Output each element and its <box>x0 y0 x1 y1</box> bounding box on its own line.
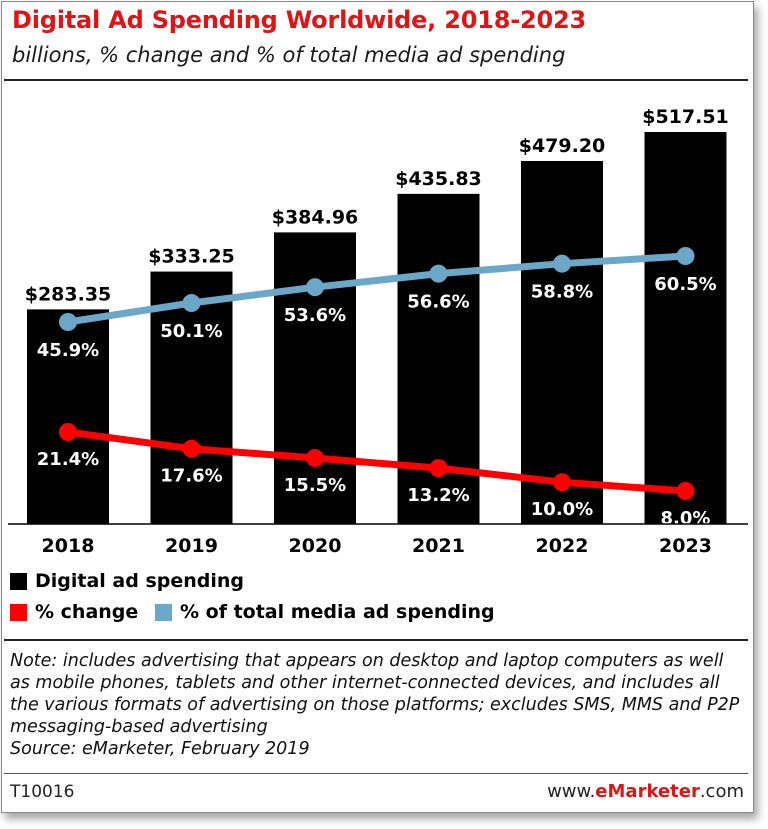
note-text: Note: includes advertising that appears … <box>10 651 740 737</box>
legend-item-digital-ad-spending: Digital ad spending <box>10 570 244 592</box>
brand-suffix: .com <box>699 781 744 802</box>
x-tick-label: 2021 <box>412 535 465 557</box>
x-tick-label: 2019 <box>165 535 218 557</box>
footer-rule <box>4 773 748 774</box>
percent-of-total-point <box>306 278 324 297</box>
percent-change-label: 8.0% <box>661 508 711 529</box>
percent-of-total-label: 53.6% <box>284 305 346 326</box>
legend-swatch-blue <box>155 603 172 621</box>
percent-change-point <box>429 459 448 478</box>
legend-swatch-red <box>10 603 27 621</box>
bar-value-label: $384.96 <box>272 206 359 228</box>
percent-of-total-point <box>676 247 695 265</box>
legend-swatch-black <box>10 572 27 590</box>
percent-change-label: 13.2% <box>407 485 469 506</box>
bar-2019 <box>150 271 233 524</box>
bar-value-label: $479.20 <box>519 135 606 157</box>
percent-of-total-label: 50.1% <box>160 321 222 342</box>
x-tick-label: 2023 <box>659 535 712 557</box>
bar-value-label: $333.25 <box>148 246 235 268</box>
percent-change-point <box>306 448 324 467</box>
x-tick-label: 2020 <box>289 535 342 557</box>
bar-2023 <box>644 131 727 524</box>
bar-2018 <box>27 309 109 524</box>
percent-of-total-label: 58.8% <box>531 282 593 303</box>
percent-change-point <box>182 439 201 458</box>
x-tick-label: 2022 <box>536 535 589 557</box>
note-rule <box>4 639 748 641</box>
percent-of-total-label: 60.5% <box>654 274 716 295</box>
legend-label: % of total media ad spending <box>180 601 495 623</box>
percent-of-total-point <box>59 313 77 331</box>
chart-note: Note: includes advertising that appears … <box>10 650 745 760</box>
percent-change-label: 21.4% <box>37 449 99 470</box>
chart-frame: Digital Ad Spending Worldwide, 2018-2023… <box>1 1 754 813</box>
percent-change-point <box>59 423 77 441</box>
legend-label: Digital ad spending <box>35 570 245 592</box>
brand-name: eMarketer <box>595 781 700 802</box>
bar-value-label: $283.35 <box>25 283 112 305</box>
chart-subtitle: billions, % change and % of total media … <box>12 43 566 67</box>
percent-change-line <box>64 428 689 495</box>
bar-value-label: $517.51 <box>642 106 729 128</box>
bar-value-label: $435.83 <box>395 168 482 190</box>
legend-label: % change <box>35 601 139 623</box>
bar-2022 <box>521 161 603 525</box>
percent-change-label: 10.0% <box>531 499 593 520</box>
percent-change-label: 17.6% <box>160 466 222 487</box>
percent-of-total-line <box>64 252 689 326</box>
title-rule <box>4 79 748 81</box>
legend-item-percent-change: % change <box>10 601 138 623</box>
percent-change-point <box>676 482 695 500</box>
percent-change-label: 15.5% <box>284 475 346 496</box>
percent-of-total-point <box>553 254 571 273</box>
percent-change-point <box>553 473 571 492</box>
brand-prefix: www. <box>547 781 596 802</box>
percent-of-total-label: 56.6% <box>407 292 469 313</box>
chart-id: T10016 <box>10 782 75 802</box>
x-tick-label: 2018 <box>42 535 95 557</box>
percent-of-total-label: 45.9% <box>37 340 99 361</box>
source-text: Source: eMarketer, February 2019 <box>10 739 310 759</box>
brand-link[interactable]: www.eMarketer.com <box>547 781 744 802</box>
legend-item-percent-of-total: % of total media ad spending <box>155 601 495 623</box>
percent-of-total-point <box>182 294 201 313</box>
percent-of-total-point <box>429 264 448 283</box>
chart-title: Digital Ad Spending Worldwide, 2018-2023 <box>12 6 587 34</box>
